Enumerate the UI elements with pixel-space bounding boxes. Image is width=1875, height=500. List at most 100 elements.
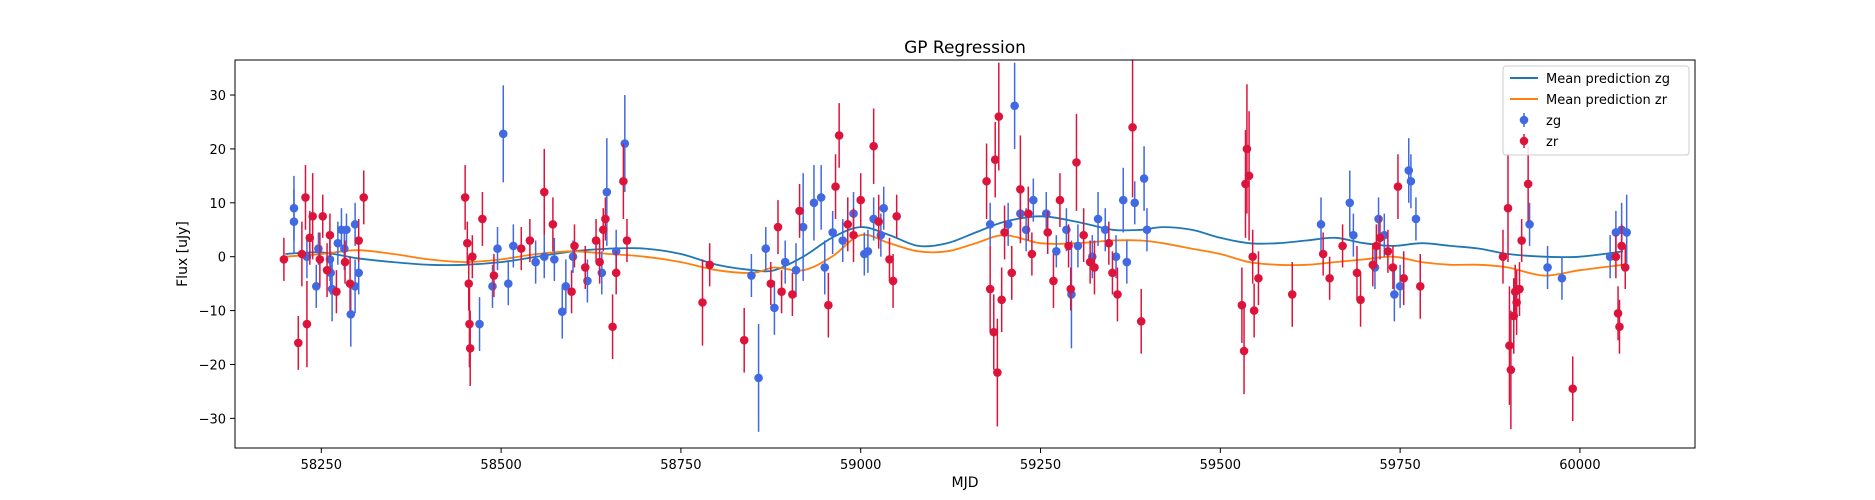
data-point-zr-95 bbox=[1338, 241, 1347, 251]
data-point-zg-77 bbox=[1390, 290, 1399, 299]
data-point-zr-13 bbox=[345, 279, 355, 288]
x-tick-label: 59250 bbox=[1020, 458, 1061, 473]
data-point-zr-12 bbox=[340, 257, 350, 267]
data-point-zr-120 bbox=[1617, 241, 1626, 251]
data-point-zr-28 bbox=[567, 287, 576, 297]
series-zr bbox=[279, 60, 1630, 430]
data-point-zg-4 bbox=[314, 244, 323, 253]
data-point-zr-67 bbox=[1016, 185, 1025, 194]
axis-ticks: 58250 58500 58750 59000 59250 59500 59750 60000… bbox=[199, 89, 1601, 473]
x-tick-label: 59500 bbox=[1200, 458, 1241, 473]
data-point-zr-65 bbox=[1000, 228, 1009, 237]
data-point-zr-69 bbox=[1027, 249, 1037, 259]
x-tick-label: 59000 bbox=[840, 458, 881, 473]
data-point-zr-36 bbox=[611, 268, 621, 278]
data-point-zr-66 bbox=[1007, 268, 1017, 278]
data-point-zr-23 bbox=[489, 271, 499, 280]
data-point-zg-25 bbox=[557, 307, 567, 316]
data-point-zr-20 bbox=[465, 344, 475, 353]
data-point-zr-81 bbox=[1113, 290, 1122, 299]
data-point-zg-59 bbox=[1062, 225, 1071, 235]
data-point-zg-42 bbox=[820, 263, 830, 272]
data-point-zr-31 bbox=[591, 236, 601, 245]
data-point-zr-64 bbox=[997, 295, 1006, 305]
data-point-zg-43 bbox=[828, 228, 837, 237]
data-point-zg-26 bbox=[561, 282, 571, 291]
x-tick-label: 60000 bbox=[1559, 458, 1600, 473]
data-point-zg-24 bbox=[550, 255, 559, 264]
mean-prediction-line-zg bbox=[285, 215, 1624, 273]
data-point-zr-22 bbox=[478, 214, 487, 224]
data-point-zr-118 bbox=[1613, 308, 1623, 318]
data-point-zg-34 bbox=[754, 373, 763, 383]
data-point-zg-58 bbox=[1052, 247, 1061, 256]
y-tick-label: −30 bbox=[199, 412, 226, 427]
data-point-zr-15 bbox=[359, 193, 369, 202]
data-point-zr-8 bbox=[318, 211, 328, 221]
data-point-zr-34 bbox=[601, 214, 610, 224]
data-point-zg-50 bbox=[879, 203, 889, 213]
data-point-zg-29 bbox=[597, 268, 607, 278]
data-point-zr-100 bbox=[1375, 233, 1385, 243]
data-point-zr-49 bbox=[834, 131, 844, 140]
data-point-zr-84 bbox=[1237, 300, 1247, 310]
data-point-zg-69 bbox=[1139, 174, 1149, 183]
y-tick-label: 30 bbox=[209, 89, 226, 104]
data-point-zr-47 bbox=[824, 300, 833, 310]
data-point-zr-109 bbox=[1506, 365, 1516, 375]
y-tick-label: 0 bbox=[218, 251, 226, 266]
data-point-zg-66 bbox=[1118, 195, 1128, 205]
data-point-zr-105 bbox=[1415, 282, 1425, 291]
y-tick-label: 20 bbox=[209, 143, 226, 158]
data-point-zr-0 bbox=[279, 255, 289, 264]
data-point-zr-71 bbox=[1049, 276, 1058, 286]
data-point-zg-41 bbox=[816, 193, 826, 202]
data-point-zg-61 bbox=[1073, 241, 1083, 251]
data-point-zg-44 bbox=[838, 236, 848, 245]
plot-area bbox=[279, 60, 1631, 432]
data-point-zg-52 bbox=[1003, 220, 1013, 229]
data-point-zr-79 bbox=[1104, 238, 1114, 248]
x-tick-label: 58250 bbox=[301, 458, 342, 473]
data-point-zr-89 bbox=[1248, 252, 1257, 261]
data-point-zr-43 bbox=[773, 222, 783, 232]
data-point-zg-16 bbox=[475, 319, 484, 329]
data-point-zr-41 bbox=[739, 335, 749, 345]
data-point-zr-16 bbox=[460, 193, 470, 202]
data-point-zr-103 bbox=[1393, 182, 1403, 191]
legend-marker-swatch bbox=[1519, 136, 1529, 146]
data-point-zr-90 bbox=[1249, 306, 1259, 315]
data-point-zg-32 bbox=[620, 139, 630, 148]
data-point-zr-6 bbox=[308, 211, 317, 221]
legend-item-zr: zr bbox=[1519, 134, 1559, 150]
data-point-zg-65 bbox=[1111, 252, 1121, 261]
data-point-zr-91 bbox=[1254, 273, 1263, 283]
data-point-zr-25 bbox=[525, 236, 535, 245]
data-point-zg-67 bbox=[1122, 257, 1132, 267]
data-point-zr-42 bbox=[766, 279, 776, 288]
data-point-zg-19 bbox=[498, 129, 508, 139]
legend-marker-swatch bbox=[1519, 115, 1529, 125]
data-point-zg-22 bbox=[531, 257, 540, 267]
legend-item-mean-prediction-zg: Mean prediction zg bbox=[1510, 72, 1670, 87]
data-point-zr-9 bbox=[322, 265, 332, 275]
data-point-zr-52 bbox=[856, 195, 866, 205]
data-point-zg-1 bbox=[289, 217, 299, 226]
y-tick-label: −20 bbox=[199, 358, 226, 373]
data-point-zg-88 bbox=[1622, 228, 1631, 237]
data-point-zr-107 bbox=[1503, 203, 1513, 213]
data-point-zr-37 bbox=[619, 176, 628, 186]
legend-items: Mean prediction zg Mean prediction zr zg zr bbox=[1510, 72, 1670, 150]
data-point-zr-21 bbox=[468, 252, 477, 261]
data-point-zg-13 bbox=[350, 220, 360, 229]
data-point-zr-53 bbox=[869, 141, 878, 151]
data-point-zg-35 bbox=[761, 244, 771, 253]
data-point-zr-61 bbox=[990, 155, 1000, 164]
data-point-zg-57 bbox=[1041, 209, 1051, 218]
data-point-zr-104 bbox=[1399, 273, 1409, 283]
data-point-zr-11 bbox=[332, 287, 341, 297]
data-point-zr-108 bbox=[1505, 341, 1514, 350]
data-point-zg-39 bbox=[798, 222, 808, 232]
data-point-zr-116 bbox=[1568, 384, 1578, 394]
